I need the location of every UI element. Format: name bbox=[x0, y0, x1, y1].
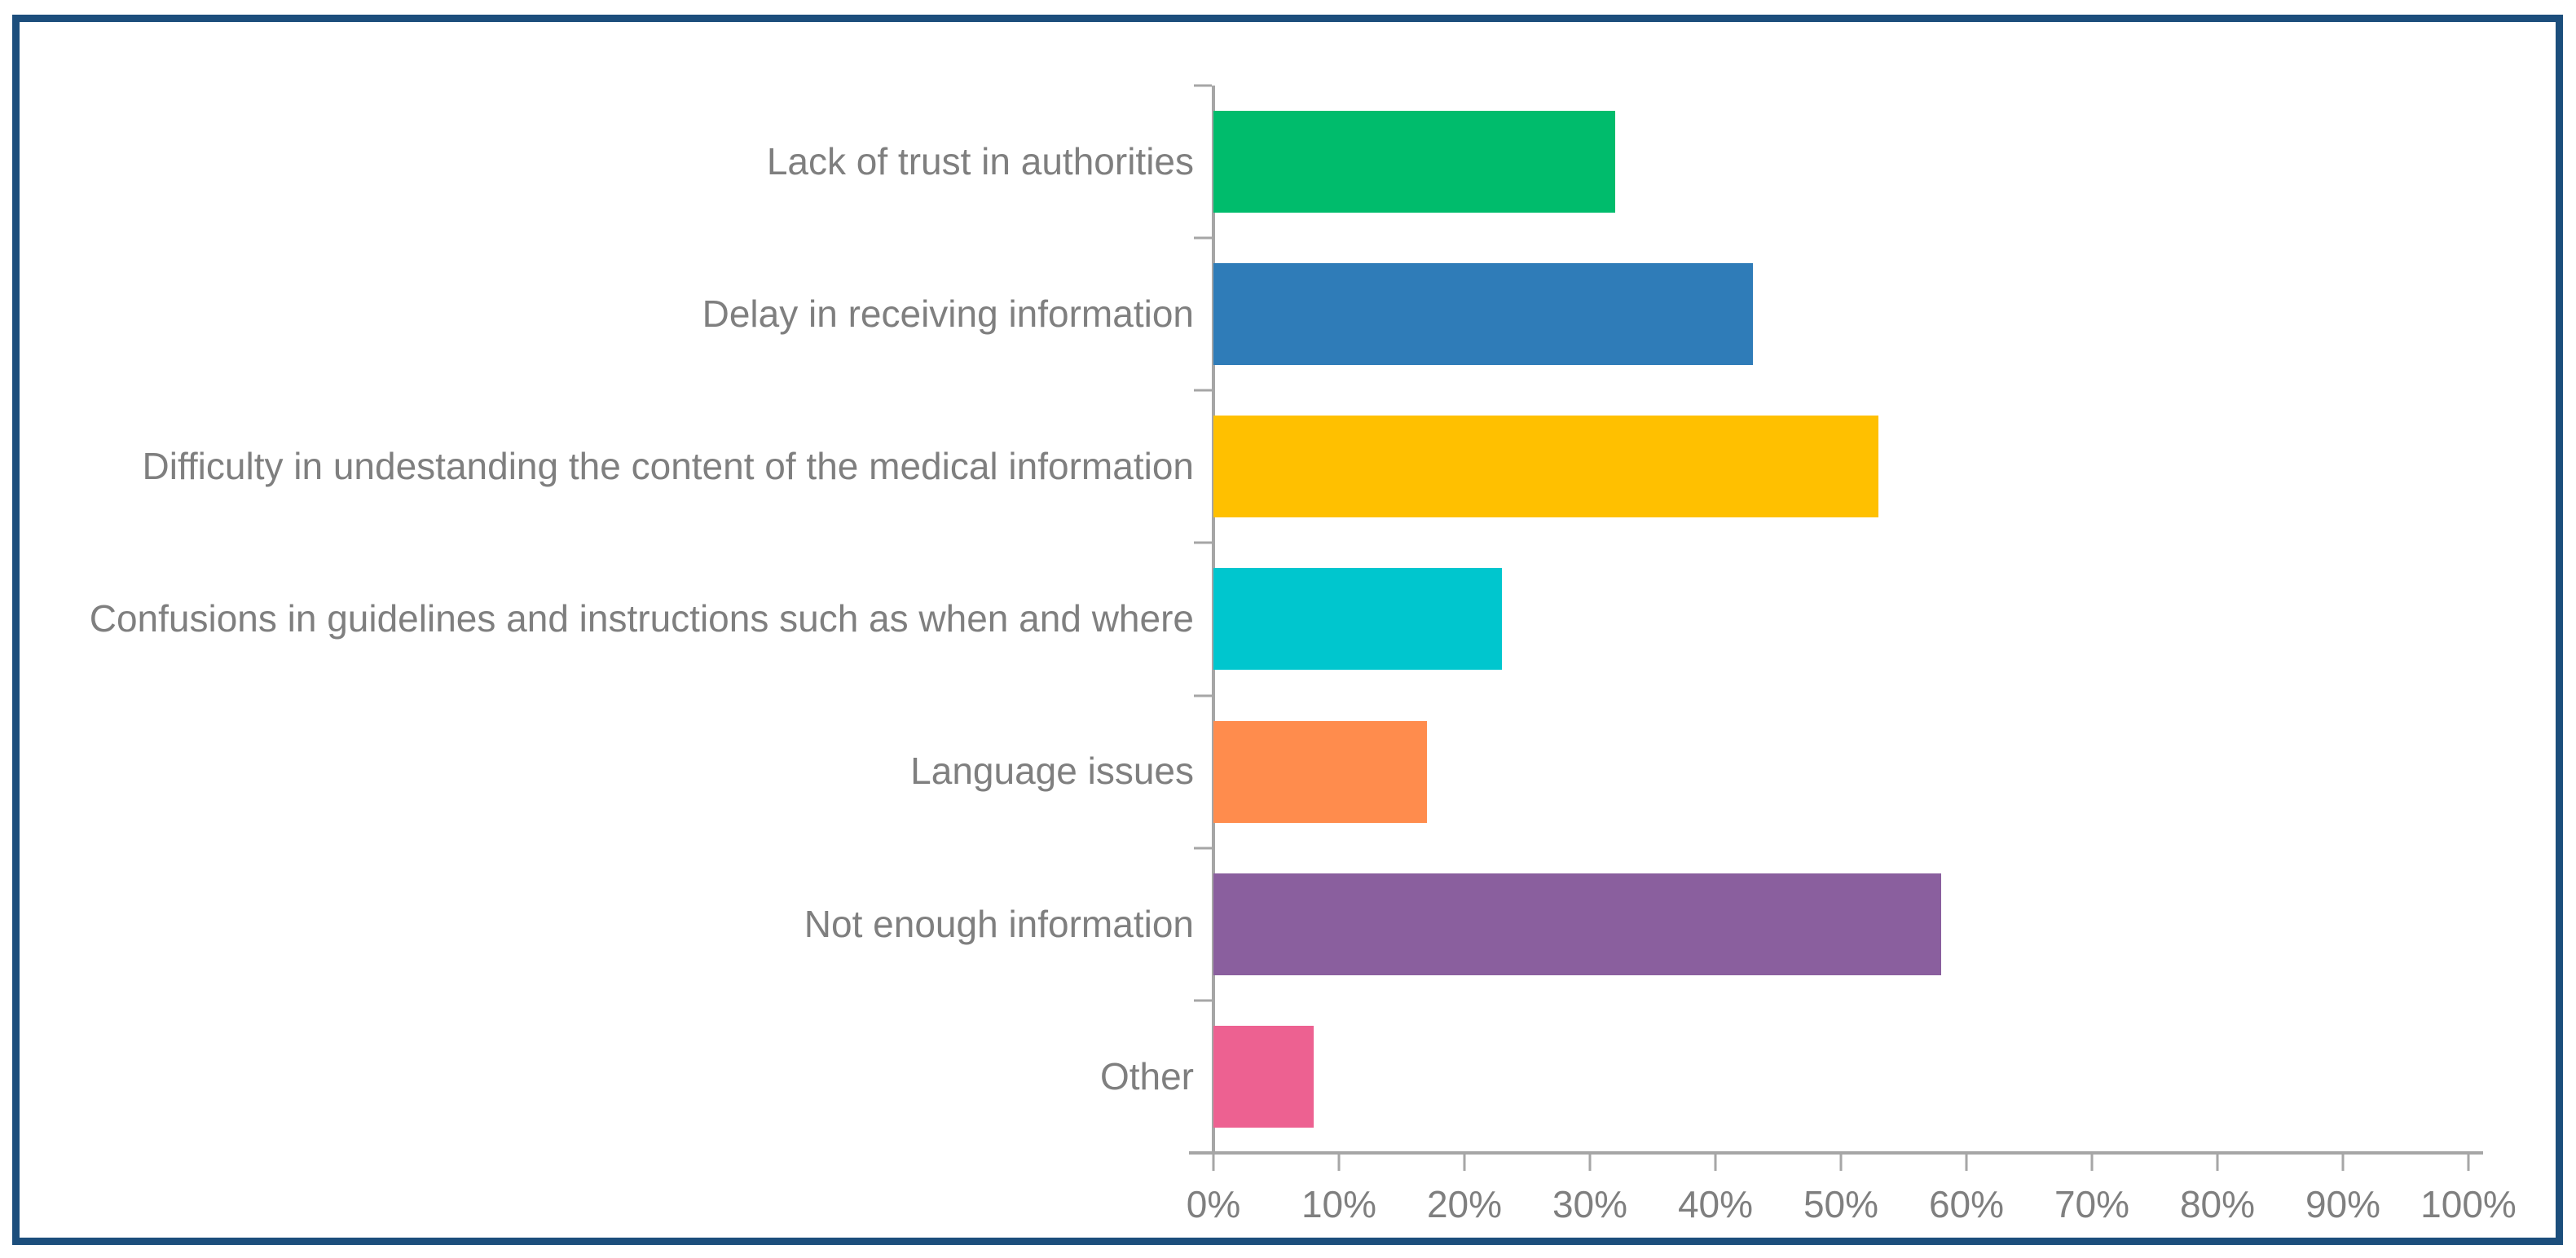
category-label-row: Difficulty in undestanding the content o… bbox=[52, 390, 1194, 543]
x-tick-label: 90% bbox=[2305, 1183, 2381, 1225]
x-tick-mark bbox=[1212, 1153, 1215, 1171]
y-tick-mark bbox=[1194, 847, 1212, 850]
category-label-lack-of-trust: Lack of trust in authorities bbox=[766, 139, 1194, 183]
x-tick-label: 40% bbox=[1677, 1183, 1754, 1225]
bar-lack-of-trust bbox=[1213, 111, 1615, 213]
bar-row bbox=[1213, 848, 2468, 1001]
x-tick-mark bbox=[1965, 1153, 1968, 1171]
x-tick-mark bbox=[1463, 1153, 1466, 1171]
category-label-row: Confusions in guidelines and instruction… bbox=[52, 543, 1194, 695]
y-tick-mark bbox=[1194, 541, 1212, 544]
chart-frame: Lack of trust in authorities Delay in re… bbox=[12, 15, 2563, 1245]
y-tick-mark bbox=[1194, 236, 1212, 240]
x-tick-mark bbox=[1588, 1153, 1592, 1171]
bar-row bbox=[1213, 543, 2468, 695]
category-label-confusions: Confusions in guidelines and instruction… bbox=[89, 597, 1194, 640]
bar-delay bbox=[1213, 263, 1754, 366]
category-label-not-enough: Not enough information bbox=[804, 902, 1194, 945]
category-label-row: Delay in receiving information bbox=[52, 238, 1194, 390]
x-tick-mark bbox=[2216, 1153, 2219, 1171]
plot-area: 0% 10% 20% 30% 40% 50% 60% 70% 80% 90% 1… bbox=[1187, 84, 2517, 1225]
bar-row bbox=[1213, 1001, 2468, 1153]
category-label-row: Other bbox=[52, 1001, 1194, 1153]
bar-other bbox=[1213, 1025, 1314, 1128]
bar-confusions bbox=[1213, 568, 1503, 671]
y-tick-mark bbox=[1194, 389, 1212, 392]
x-tick-label: 70% bbox=[2054, 1183, 2130, 1225]
bar-not-enough bbox=[1213, 873, 1942, 975]
x-tick-mark bbox=[1337, 1153, 1341, 1171]
bar-row bbox=[1213, 696, 2468, 848]
x-tick-label: 20% bbox=[1426, 1183, 1503, 1225]
category-label-delay: Delay in receiving information bbox=[702, 292, 1194, 335]
bar-language bbox=[1213, 720, 1427, 823]
category-label-row: Not enough information bbox=[52, 848, 1194, 1001]
x-tick-mark bbox=[1839, 1153, 1843, 1171]
bar-row bbox=[1213, 390, 2468, 543]
category-label-row: Language issues bbox=[52, 696, 1194, 848]
bar-row bbox=[1213, 238, 2468, 390]
x-tick-label: 50% bbox=[1803, 1183, 1879, 1225]
x-tick-label: 30% bbox=[1552, 1183, 1628, 1225]
x-tick-label: 60% bbox=[1928, 1183, 2005, 1225]
bar-row bbox=[1213, 86, 2468, 238]
x-axis-line bbox=[1189, 1151, 2483, 1155]
x-tick-label: 100% bbox=[2420, 1183, 2517, 1225]
category-label-row: Lack of trust in authorities bbox=[52, 86, 1194, 238]
plot-rows bbox=[1213, 86, 2468, 1153]
x-tick-label: 0% bbox=[1186, 1183, 1241, 1225]
x-tick-label: 80% bbox=[2179, 1183, 2256, 1225]
y-tick-mark bbox=[1194, 84, 1212, 87]
category-label-difficulty: Difficulty in undestanding the content o… bbox=[142, 445, 1194, 488]
category-label-other: Other bbox=[1099, 1054, 1194, 1097]
y-tick-mark bbox=[1194, 999, 1212, 1002]
y-tick-mark bbox=[1194, 694, 1212, 697]
x-tick-label: 10% bbox=[1301, 1183, 1377, 1225]
category-labels: Lack of trust in authorities Delay in re… bbox=[52, 86, 1194, 1153]
x-tick-mark bbox=[2090, 1153, 2094, 1171]
x-tick-mark bbox=[2467, 1153, 2470, 1171]
x-tick-mark bbox=[1714, 1153, 1717, 1171]
x-tick-mark bbox=[2341, 1153, 2345, 1171]
bar-difficulty bbox=[1213, 416, 1879, 518]
category-label-language: Language issues bbox=[910, 750, 1194, 793]
